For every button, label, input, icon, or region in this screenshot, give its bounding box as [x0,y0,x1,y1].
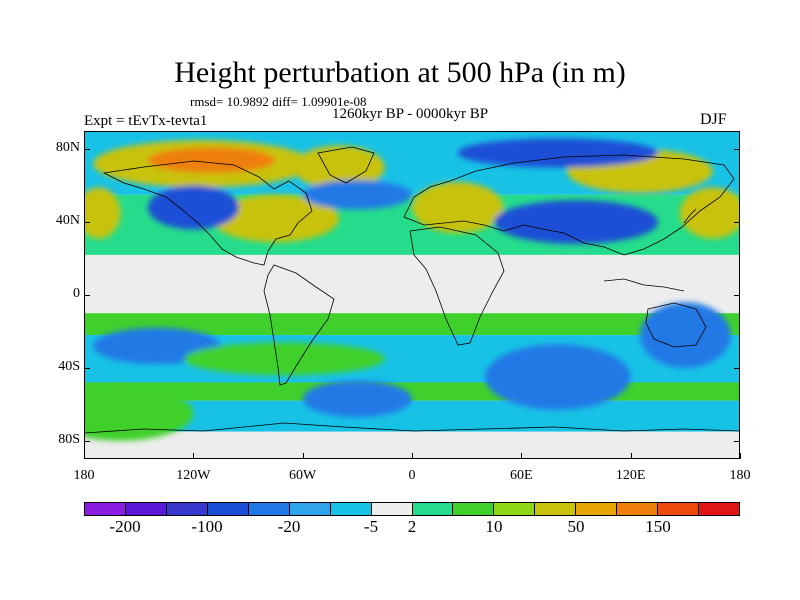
lat-label: 80S [58,431,80,447]
europe-high [412,182,504,234]
lat-label: 80N [55,140,80,156]
south-atlantic-low [302,380,412,418]
pacific-high [679,187,740,239]
coastlines [84,146,740,434]
colorbar-cell [453,503,495,515]
pacific-high-west [84,187,121,239]
colorbar-cell [330,503,372,515]
greenland-high [293,145,385,190]
figure-title: Height perturbation at 500 hPa (in m) [174,56,626,89]
north-america-low [147,185,239,230]
colorbar-cell [248,503,290,515]
lat-tick [734,149,740,151]
zonal-band [84,254,740,314]
lat-tick [734,222,740,224]
lon-tick [193,453,195,459]
russia-low [457,138,658,168]
lon-tick [302,453,304,459]
atlantic-high [211,194,340,243]
lon-label: 60W [289,468,317,483]
colorbar-label: -5 [363,517,379,536]
colorbar-cell [494,503,536,515]
colorbar-cell [207,503,249,515]
lon-tick [630,453,632,459]
experiment-label: Expt = tEvTx-tevta1 [84,113,208,129]
colorbar-cell [289,503,331,515]
contour-regions [84,138,740,441]
lat-tick [734,295,740,296]
colorbar-cell [412,503,454,515]
colorbar-label: 150 [645,517,671,536]
colorbar-label: 50 [567,517,585,536]
colorbar-cell [535,503,577,515]
colorbar-cell [576,503,618,515]
japan-coast [683,208,697,224]
africa-coast [409,226,505,346]
map-panel [84,131,740,459]
australia-coast [645,302,707,348]
central-asia-low [494,200,658,244]
stats-line: rmsd= 10.9892 diff= 1.09901e-08 [190,94,367,109]
lat-tick [84,295,90,296]
lon-tick [740,453,741,459]
zonal-band [84,382,740,401]
north-atlantic-low [302,180,412,210]
lat-tick [84,367,90,369]
colorbar-cell [125,503,167,515]
lon-label: 60E [510,468,533,483]
lat-label: 40S [58,358,80,374]
lat-label: 40N [55,213,80,229]
colorbar-label: -20 [277,517,301,536]
colorbar-label: 10 [485,517,503,536]
colorbar-cell [85,503,126,515]
colorbar-label: -200 [109,517,141,536]
colorbar-label: 2 [407,517,417,536]
lat-tick [84,149,90,151]
lon-tick [84,453,85,459]
contour-map [84,131,740,459]
north-america-coast [102,160,313,266]
australia-low [639,302,731,368]
colorbar-cell [658,503,700,515]
greenland-coast [317,146,375,184]
arctic-canada-high-core [147,147,276,173]
lat-label: 0 [73,286,80,301]
season-label: DJF [700,111,727,128]
lon-tick [412,453,413,459]
southern-ocean-high [184,342,385,376]
south-america-coast [263,264,335,386]
colorbar-cell [699,503,739,515]
lon-label: 120W [176,468,211,483]
lat-tick [84,222,90,224]
lon-label: 0 [408,468,416,483]
lon-label: 180 [73,468,95,483]
lon-label: 120E [615,468,646,483]
colorbar [84,502,740,516]
period-label: 1260kyr BP - 0000kyr BP [331,106,489,122]
lon-tick [521,453,523,459]
colorbar-cell [166,503,208,515]
lat-tick [734,367,740,369]
colorbar-cell [371,503,413,515]
zonal-band [84,400,740,432]
antarctic-high [84,386,194,441]
lat-tick [84,440,90,442]
indonesia-coast [603,278,685,292]
indian-ocean-low [484,344,631,410]
lon-label: 180 [729,468,751,483]
antarctica-coast [84,422,740,434]
eurasia-coast [403,154,735,256]
zonal-band [84,313,740,336]
colorbar-label: -100 [191,517,223,536]
lat-tick [734,440,740,442]
colorbar-cell [617,503,659,515]
